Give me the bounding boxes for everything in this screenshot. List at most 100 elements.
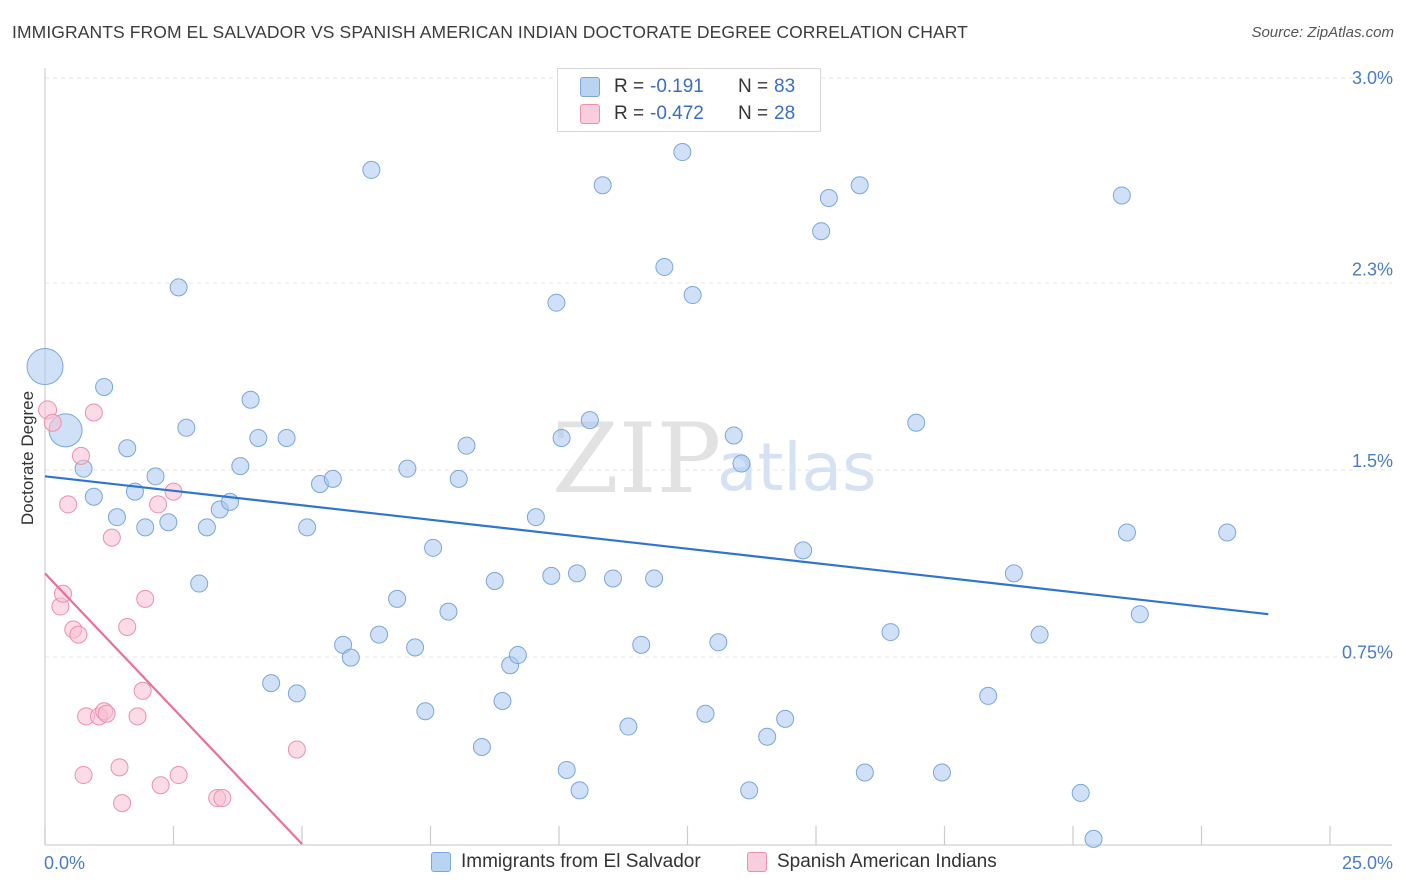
blue-data-point	[1130, 605, 1149, 624]
blue-data-point	[593, 176, 612, 195]
legend-row-pink: R = -0.472 N = 28	[580, 101, 795, 127]
blue-data-point	[673, 143, 692, 162]
blue-data-point	[1218, 523, 1237, 542]
pink-data-point	[59, 495, 78, 514]
pink-data-point	[113, 794, 132, 813]
x-tick-label: 25.0%	[1342, 853, 1393, 873]
blue-data-point	[493, 692, 512, 711]
blue-data-point	[1112, 186, 1131, 205]
blue-data-point	[632, 635, 651, 654]
legend-r-value: -0.191	[650, 76, 704, 97]
blue-data-point	[439, 602, 458, 621]
pink-data-point	[102, 528, 121, 547]
legend-r-label: R =	[614, 76, 645, 97]
tick-labels: 0.75% 1.5% 2.3% 3.0% 0.0% 25.0%	[44, 68, 1393, 873]
blue-data-point	[855, 763, 874, 782]
blue-data-point	[1030, 625, 1049, 644]
blue-data-point	[907, 413, 926, 432]
y-axis-label: Doctorate Degree	[18, 391, 37, 525]
blue-data-point	[1004, 564, 1023, 583]
pink-data-point	[128, 707, 147, 726]
blue-data-point	[1084, 829, 1103, 848]
blue-data-point	[370, 625, 389, 644]
pink-data-point	[169, 766, 188, 785]
trend-lines	[44, 475, 1269, 845]
blue-data-point	[177, 418, 196, 437]
blue-data-point	[26, 348, 64, 386]
blue-data-point	[932, 763, 951, 782]
blue-data-point	[277, 429, 296, 448]
blue-data-point	[136, 518, 155, 537]
blue-data-point	[323, 469, 342, 488]
pink-trend-line	[44, 572, 303, 845]
source-label: Source: ZipAtlas.com	[1251, 24, 1394, 41]
pink-data-point	[133, 681, 152, 700]
blue-data-point	[794, 541, 813, 560]
blue-data-point	[107, 508, 126, 527]
blue-data-point	[603, 569, 622, 588]
blue-data-point	[84, 487, 103, 506]
blue-data-point	[552, 429, 571, 448]
chart-title: IMMIGRANTS FROM EL SALVADOR VS SPANISH A…	[12, 22, 968, 42]
blue-data-point	[398, 459, 417, 478]
pink-data-point	[136, 589, 155, 608]
bottom-legend-label: Immigrants from El Salvador	[461, 851, 701, 872]
stats-legend: R = -0.191 N = 83 R = -0.472 N = 28	[557, 68, 821, 132]
pink-data-point	[74, 766, 93, 785]
blue-data-point	[231, 457, 250, 476]
blue-data-point	[758, 727, 777, 746]
blue-data-point	[526, 508, 545, 527]
blue-data-point	[557, 760, 576, 779]
blue-data-point	[696, 704, 715, 723]
blue-data-point	[95, 377, 114, 396]
blue-data-point	[388, 589, 407, 608]
blue-data-point	[709, 633, 728, 652]
x-tick-label: 0.0%	[44, 853, 85, 873]
pink-data-point	[43, 413, 62, 432]
blue-data-point	[298, 518, 317, 537]
data-points	[26, 143, 1237, 848]
blue-data-point	[159, 513, 178, 532]
blue-data-point	[249, 429, 268, 448]
blue-data-point	[547, 293, 566, 312]
blue-data-point	[812, 222, 831, 241]
legend-swatch-blue	[580, 77, 600, 97]
blue-data-point	[457, 436, 476, 455]
pink-data-point	[69, 625, 88, 644]
blue-data-point	[979, 686, 998, 705]
blue-data-point	[190, 574, 209, 593]
bottom-legend-label: Spanish American Indians	[777, 851, 997, 872]
pink-data-point	[151, 776, 170, 795]
legend-n-label: N =	[738, 76, 769, 97]
bottom-legend-swatch-pink	[747, 852, 767, 872]
blue-data-point	[819, 189, 838, 208]
bottom-legend-swatch-blue	[431, 852, 451, 872]
blue-data-point	[570, 781, 589, 800]
pink-data-point	[149, 495, 168, 514]
blue-data-point	[169, 278, 188, 297]
blue-data-point	[655, 257, 674, 276]
blue-data-point	[567, 564, 586, 583]
pink-data-point	[71, 446, 90, 465]
blue-data-point	[262, 674, 281, 693]
bottom-legend-blue: Immigrants from El Salvador	[431, 851, 701, 873]
watermark: ZIP atlas	[552, 403, 877, 515]
blue-data-point	[362, 160, 381, 179]
blue-data-point	[508, 646, 527, 665]
bottom-legend-pink: Spanish American Indians	[747, 851, 997, 873]
blue-data-point	[732, 454, 751, 473]
blue-data-point	[287, 684, 306, 703]
blue-data-point	[118, 439, 137, 458]
blue-data-point	[406, 638, 425, 657]
pink-data-point	[110, 758, 129, 777]
pink-data-point	[118, 617, 137, 636]
blue-data-point	[1071, 783, 1090, 802]
grid-lines	[45, 77, 1392, 658]
blue-data-point	[424, 538, 443, 557]
y-tick-label: 1.5%	[1352, 451, 1393, 471]
blue-data-point	[619, 717, 638, 736]
blue-data-point	[683, 286, 702, 305]
y-tick-label: 0.75%	[1342, 643, 1393, 663]
legend-row-blue: R = -0.191 N = 83	[580, 74, 795, 100]
blue-data-point	[241, 390, 260, 409]
